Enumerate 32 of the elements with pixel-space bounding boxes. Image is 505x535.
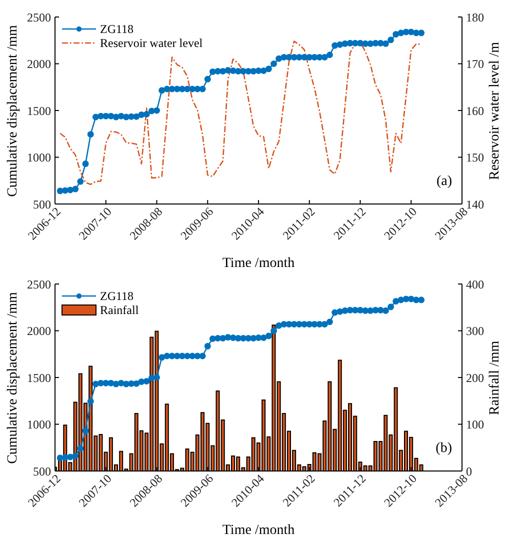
- y-tick-label: 1000: [27, 150, 51, 165]
- y2-tick-label: 400: [466, 277, 484, 292]
- y-axis-title: Cumulative displacement /mm: [6, 292, 20, 464]
- y2-tick-label: 0: [466, 464, 472, 478]
- legend-label: Rainfall: [100, 303, 139, 317]
- y-axis-title: Cumulative displacement /mm: [6, 24, 20, 196]
- legend-label: ZG118: [100, 289, 134, 303]
- annotation: (b): [436, 441, 452, 457]
- y2-axis-title: Reservoir water level /m: [488, 41, 502, 180]
- x-axis-title: Time /month: [222, 256, 295, 271]
- y2-tick-label: 300: [466, 324, 484, 338]
- y2-tick-label: 160: [466, 104, 484, 118]
- y-tick-label: 2000: [27, 324, 51, 338]
- y-tick-label: 1500: [27, 370, 51, 385]
- legend-label: ZG118: [100, 22, 134, 36]
- y-tick-label: 2500: [27, 10, 51, 24]
- y2-tick-label: 140: [466, 197, 484, 212]
- annotation: (a): [436, 174, 452, 190]
- y2-tick-label: 200: [466, 370, 484, 385]
- x-axis-title: Time /month: [222, 523, 295, 535]
- y2-tick-label: 100: [466, 418, 484, 432]
- y2-tick-label: 180: [466, 10, 484, 24]
- y2-tick-label: 170: [466, 57, 484, 72]
- y-tick-label: 500: [33, 197, 51, 212]
- y-tick-label: 500: [33, 464, 51, 478]
- legend-label: Reservoir water level: [100, 36, 203, 50]
- y-tick-label: 2000: [27, 57, 51, 72]
- y2-axis-title: Rainfall /mm: [488, 340, 502, 415]
- y-tick-label: 2500: [27, 277, 51, 292]
- y-tick-label: 1000: [27, 418, 51, 432]
- y2-tick-label: 150: [466, 150, 484, 165]
- y-tick-label: 1500: [27, 104, 51, 118]
